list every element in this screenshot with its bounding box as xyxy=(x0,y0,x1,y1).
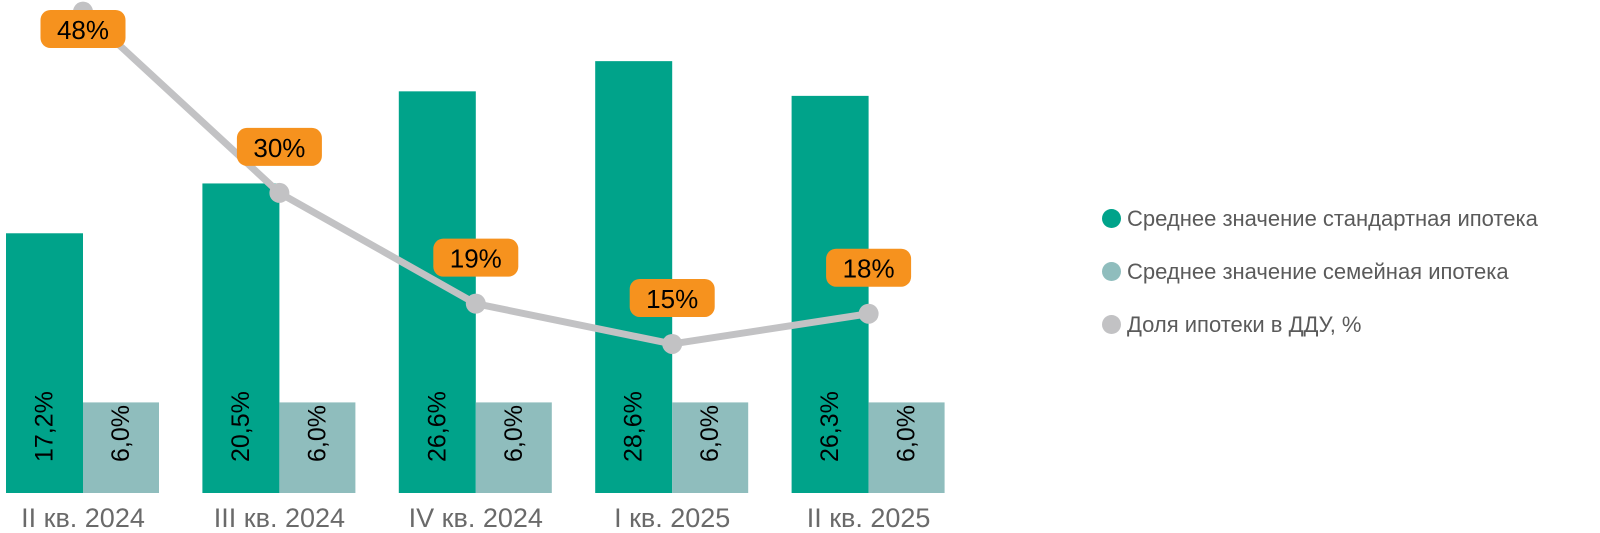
legend-dot-family-mortgage-icon xyxy=(1102,262,1121,281)
bar-standard-mortgage xyxy=(595,61,673,493)
legend: Среднее значение стандартная ипотека Сре… xyxy=(1102,204,1538,339)
category-label: IV кв. 2024 xyxy=(409,503,543,533)
legend-dot-standard-mortgage-icon xyxy=(1102,209,1121,228)
bar-standard-mortgage xyxy=(202,183,280,493)
category-label: II кв. 2025 xyxy=(807,503,931,533)
line-value-label: 18% xyxy=(843,254,895,284)
bar-value-label-family: 6,0% xyxy=(107,405,135,462)
bar-family-mortgage xyxy=(83,402,159,493)
bar-value-label-standard: 20,5% xyxy=(227,391,255,462)
line-value-callout xyxy=(433,238,519,277)
line-value-callout xyxy=(40,10,126,48)
line-value-callout xyxy=(629,278,715,317)
line-marker-icon xyxy=(662,333,683,354)
line-value-callout xyxy=(236,127,322,166)
bar-value-label-standard: 26,3% xyxy=(816,391,844,462)
bar-family-mortgage xyxy=(475,402,552,493)
legend-label-family-mortgage: Среднее значение семейная ипотека xyxy=(1127,258,1509,284)
chart-plot-area: 17,2% 6,0% II кв. 2024 20,5% 6,0% III кв. 202… xyxy=(6,1,945,533)
bar-family-mortgage xyxy=(672,402,749,493)
legend-item-family-mortgage: Среднее значение семейная ипотека xyxy=(1102,257,1538,286)
legend-item-standard-mortgage: Среднее значение стандартная ипотека xyxy=(1102,204,1538,233)
bar-value-label-standard: 28,6% xyxy=(620,391,648,462)
bar-value-label-family: 6,0% xyxy=(696,405,724,462)
line-value-label: 30% xyxy=(253,133,305,163)
bar-standard-mortgage xyxy=(398,91,476,493)
line-value-label: 15% xyxy=(646,284,698,314)
line-value-callout xyxy=(826,248,912,287)
bar-value-label-family: 6,0% xyxy=(893,405,921,462)
bar-value-label-standard: 26,6% xyxy=(423,391,451,462)
legend-dot-ddu-share-icon xyxy=(1102,315,1121,334)
bar-value-label-standard: 17,2% xyxy=(31,391,59,462)
line-value-label: 48% xyxy=(57,15,109,45)
legend-label-ddu-share: Доля ипотеки в ДДУ, % xyxy=(1127,311,1362,337)
category-label: III кв. 2024 xyxy=(214,503,345,533)
bar-family-mortgage xyxy=(279,402,356,493)
line-marker-icon xyxy=(269,182,290,203)
line-value-label: 19% xyxy=(450,244,502,274)
bar-standard-mortgage xyxy=(791,95,869,494)
category-label: I кв. 2025 xyxy=(614,503,730,533)
legend-item-ddu-share: Доля ипотеки в ДДУ, % xyxy=(1102,310,1538,339)
category-label: II кв. 2024 xyxy=(21,503,145,533)
bar-value-label-family: 6,0% xyxy=(303,405,331,462)
bar-standard-mortgage xyxy=(6,233,83,493)
bar-value-label-family: 6,0% xyxy=(500,405,528,462)
bar-family-mortgage xyxy=(868,402,945,493)
line-marker-icon xyxy=(858,303,879,324)
line-marker-icon xyxy=(465,293,486,314)
legend-label-standard-mortgage: Среднее значение стандартная ипотека xyxy=(1127,205,1538,231)
